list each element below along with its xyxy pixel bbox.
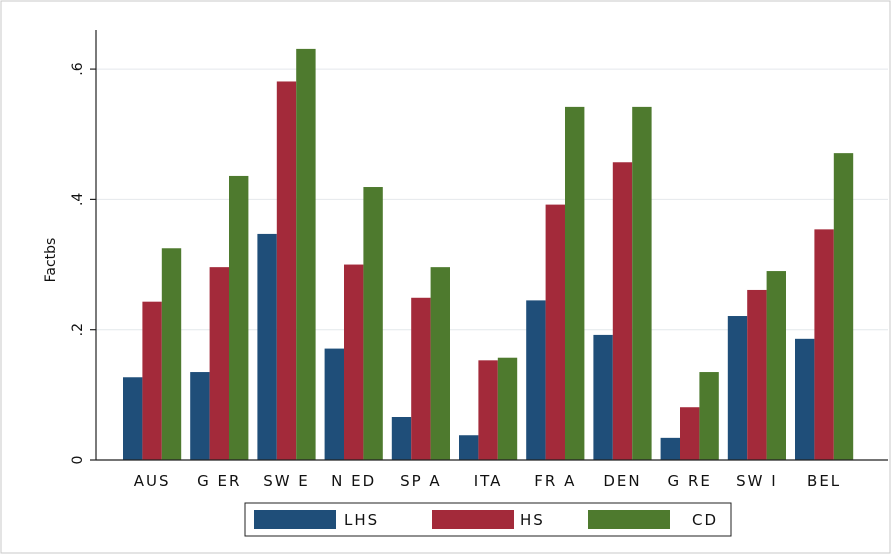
bar-lhs-fra [526, 300, 546, 460]
y-tick-label-0: 0 [70, 456, 86, 465]
x-tick-label-swi: SW I [736, 472, 778, 490]
bar-cd-bel [833, 153, 854, 460]
bar-lhs-ita [459, 435, 479, 460]
x-tick-label-gre: G RE [668, 472, 712, 490]
y-tick-label-1: .2 [70, 323, 86, 336]
bar-lhs-swe [257, 233, 277, 460]
bar-cd-spa [430, 267, 450, 460]
bar-hs-spa [411, 297, 431, 460]
bar-hs-ned [344, 264, 364, 460]
y-axis-title: Factbs [43, 238, 59, 283]
legend-swatch-lhs [254, 510, 336, 529]
bar-lhs-gre [660, 437, 680, 460]
bar-cd-den [632, 106, 652, 460]
bar-lhs-swi [727, 316, 748, 460]
bar-hs-gre [680, 407, 700, 460]
x-tick-label-aus: AUS [134, 472, 171, 490]
bar-hs-ita [478, 360, 498, 460]
bar-hs-aus [142, 301, 162, 460]
y-tick-label-2: .4 [70, 193, 86, 206]
x-tick-label-swe: SW E [263, 472, 310, 490]
bar-lhs-bel [795, 338, 815, 460]
legend-label-lhs: LHS [344, 511, 379, 529]
bar-cd-swe [296, 48, 316, 460]
bar-cd-ita [497, 357, 518, 460]
bar-hs-den [612, 162, 633, 460]
legend-label-hs: HS [520, 511, 545, 529]
x-tick-label-ita: ITA [474, 472, 503, 490]
y-tick-label-3: .6 [70, 62, 86, 75]
legend-swatch-cd [588, 510, 670, 529]
bar-cd-fra [565, 106, 585, 460]
x-tick-label-spa: SP A [400, 472, 442, 490]
bar-lhs-ger [190, 372, 210, 460]
bar-cd-aus [161, 248, 182, 460]
y-tick-labels: 0 .2 .4 .6 [70, 62, 86, 464]
legend-swatch-hs [432, 510, 514, 529]
bar-hs-bel [814, 229, 834, 460]
x-tick-label-den: DEN [603, 472, 641, 490]
bar-cd-swi [766, 271, 786, 460]
bar-hs-ger [209, 267, 229, 460]
bar-hs-swe [276, 81, 297, 460]
bar-lhs-spa [391, 417, 412, 460]
legend: LHS HS CD [244, 502, 732, 537]
bar-lhs-den [593, 334, 613, 460]
bar-lhs-aus [123, 377, 143, 460]
bar-hs-swi [747, 289, 767, 460]
bars [123, 48, 854, 460]
bar-cd-gre [699, 372, 719, 460]
x-tick-label-ned: N ED [331, 472, 376, 490]
bar-hs-fra [545, 204, 565, 460]
legend-label-cd: CD [692, 511, 718, 529]
axes [90, 30, 888, 461]
x-tick-label-ger: G ER [197, 472, 241, 490]
x-tick-label-bel: BEL [807, 472, 841, 490]
bar-cd-ger [229, 175, 249, 460]
bar-lhs-ned [324, 348, 344, 460]
bar-cd-ned [363, 187, 383, 460]
x-tick-labels: AUS G ER SW E N ED SP A ITA FR A DEN G RE SW I BEL [134, 472, 841, 490]
x-tick-label-fra: FR A [534, 472, 576, 490]
